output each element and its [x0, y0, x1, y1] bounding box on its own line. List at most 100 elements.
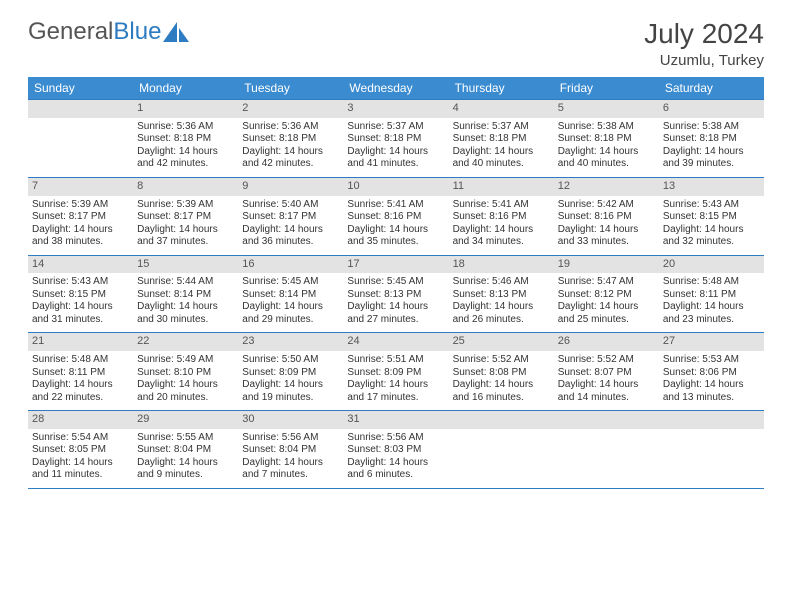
calendar-day-cell: 5Sunrise: 5:38 AMSunset: 8:18 PMDaylight… [554, 100, 659, 178]
calendar-day-cell: 21Sunrise: 5:48 AMSunset: 8:11 PMDayligh… [28, 333, 133, 411]
sunset-line: Sunset: 8:18 PM [663, 133, 760, 146]
daylight-line: Daylight: 14 hours and 16 minutes. [453, 379, 550, 404]
brand-part2: Blue [113, 18, 161, 46]
daylight-line: Daylight: 14 hours and 36 minutes. [242, 224, 339, 249]
calendar-week-row: 7Sunrise: 5:39 AMSunset: 8:17 PMDaylight… [28, 177, 764, 255]
sunrise-line: Sunrise: 5:39 AM [32, 199, 129, 212]
daylight-line: Daylight: 14 hours and 22 minutes. [32, 379, 129, 404]
day-body: Sunrise: 5:36 AMSunset: 8:18 PMDaylight:… [238, 118, 343, 177]
sunset-line: Sunset: 8:14 PM [242, 289, 339, 302]
calendar-empty-cell [554, 411, 659, 489]
day-number: 21 [28, 333, 133, 351]
day-body: Sunrise: 5:46 AMSunset: 8:13 PMDaylight:… [449, 273, 554, 332]
day-body: Sunrise: 5:56 AMSunset: 8:04 PMDaylight:… [238, 429, 343, 488]
daylight-line: Daylight: 14 hours and 14 minutes. [558, 379, 655, 404]
daylight-line: Daylight: 14 hours and 6 minutes. [347, 457, 444, 482]
calendar-week-row: 1Sunrise: 5:36 AMSunset: 8:18 PMDaylight… [28, 100, 764, 178]
sunset-line: Sunset: 8:17 PM [32, 211, 129, 224]
sunset-line: Sunset: 8:04 PM [137, 444, 234, 457]
daylight-line: Daylight: 14 hours and 9 minutes. [137, 457, 234, 482]
daylight-line: Daylight: 14 hours and 11 minutes. [32, 457, 129, 482]
sunrise-line: Sunrise: 5:42 AM [558, 199, 655, 212]
daylight-line: Daylight: 14 hours and 33 minutes. [558, 224, 655, 249]
weekday-header: Tuesday [238, 77, 343, 100]
sunrise-line: Sunrise: 5:36 AM [137, 121, 234, 134]
sunset-line: Sunset: 8:17 PM [242, 211, 339, 224]
sunset-line: Sunset: 8:16 PM [558, 211, 655, 224]
day-body: Sunrise: 5:48 AMSunset: 8:11 PMDaylight:… [28, 351, 133, 410]
day-number: 19 [554, 256, 659, 274]
calendar-day-cell: 16Sunrise: 5:45 AMSunset: 8:14 PMDayligh… [238, 255, 343, 333]
sunrise-line: Sunrise: 5:50 AM [242, 354, 339, 367]
day-number: 26 [554, 333, 659, 351]
day-body: Sunrise: 5:39 AMSunset: 8:17 PMDaylight:… [133, 196, 238, 255]
weekday-header: Saturday [659, 77, 764, 100]
day-body: Sunrise: 5:54 AMSunset: 8:05 PMDaylight:… [28, 429, 133, 488]
day-number: 31 [343, 411, 448, 429]
sunset-line: Sunset: 8:14 PM [137, 289, 234, 302]
day-body: Sunrise: 5:47 AMSunset: 8:12 PMDaylight:… [554, 273, 659, 332]
calendar-week-row: 14Sunrise: 5:43 AMSunset: 8:15 PMDayligh… [28, 255, 764, 333]
daylight-line: Daylight: 14 hours and 20 minutes. [137, 379, 234, 404]
daylight-line: Daylight: 14 hours and 41 minutes. [347, 146, 444, 171]
sunset-line: Sunset: 8:18 PM [242, 133, 339, 146]
sunset-line: Sunset: 8:16 PM [347, 211, 444, 224]
weekday-header: Wednesday [343, 77, 448, 100]
sunrise-line: Sunrise: 5:45 AM [242, 276, 339, 289]
sunrise-line: Sunrise: 5:48 AM [32, 354, 129, 367]
calendar-day-cell: 17Sunrise: 5:45 AMSunset: 8:13 PMDayligh… [343, 255, 448, 333]
calendar-day-cell: 14Sunrise: 5:43 AMSunset: 8:15 PMDayligh… [28, 255, 133, 333]
sunset-line: Sunset: 8:09 PM [242, 367, 339, 380]
calendar-day-cell: 31Sunrise: 5:56 AMSunset: 8:03 PMDayligh… [343, 411, 448, 489]
daylight-line: Daylight: 14 hours and 19 minutes. [242, 379, 339, 404]
daylight-line: Daylight: 14 hours and 37 minutes. [137, 224, 234, 249]
day-number: 13 [659, 178, 764, 196]
calendar-day-cell: 6Sunrise: 5:38 AMSunset: 8:18 PMDaylight… [659, 100, 764, 178]
sunrise-line: Sunrise: 5:44 AM [137, 276, 234, 289]
daylight-line: Daylight: 14 hours and 42 minutes. [242, 146, 339, 171]
day-body: Sunrise: 5:45 AMSunset: 8:13 PMDaylight:… [343, 273, 448, 332]
daylight-line: Daylight: 14 hours and 30 minutes. [137, 301, 234, 326]
daylight-line: Daylight: 14 hours and 40 minutes. [453, 146, 550, 171]
calendar-table: SundayMondayTuesdayWednesdayThursdayFrid… [28, 77, 764, 489]
day-number: 25 [449, 333, 554, 351]
day-number: 27 [659, 333, 764, 351]
day-body: Sunrise: 5:43 AMSunset: 8:15 PMDaylight:… [659, 196, 764, 255]
day-body: Sunrise: 5:52 AMSunset: 8:08 PMDaylight:… [449, 351, 554, 410]
day-number: 12 [554, 178, 659, 196]
sunrise-line: Sunrise: 5:45 AM [347, 276, 444, 289]
sunset-line: Sunset: 8:17 PM [137, 211, 234, 224]
day-number: 24 [343, 333, 448, 351]
calendar-day-cell: 7Sunrise: 5:39 AMSunset: 8:17 PMDaylight… [28, 177, 133, 255]
sunrise-line: Sunrise: 5:37 AM [453, 121, 550, 134]
calendar-day-cell: 25Sunrise: 5:52 AMSunset: 8:08 PMDayligh… [449, 333, 554, 411]
day-body: Sunrise: 5:41 AMSunset: 8:16 PMDaylight:… [449, 196, 554, 255]
day-number: 22 [133, 333, 238, 351]
sunrise-line: Sunrise: 5:38 AM [663, 121, 760, 134]
brand-part1: General [28, 18, 113, 46]
sunrise-line: Sunrise: 5:43 AM [663, 199, 760, 212]
day-body: Sunrise: 5:39 AMSunset: 8:17 PMDaylight:… [28, 196, 133, 255]
calendar-day-cell: 20Sunrise: 5:48 AMSunset: 8:11 PMDayligh… [659, 255, 764, 333]
location: Uzumlu, Turkey [644, 52, 764, 69]
daylight-line: Daylight: 14 hours and 34 minutes. [453, 224, 550, 249]
sunset-line: Sunset: 8:13 PM [453, 289, 550, 302]
day-body: Sunrise: 5:50 AMSunset: 8:09 PMDaylight:… [238, 351, 343, 410]
weekday-header: Friday [554, 77, 659, 100]
day-number: 28 [28, 411, 133, 429]
calendar-day-cell: 26Sunrise: 5:52 AMSunset: 8:07 PMDayligh… [554, 333, 659, 411]
calendar-week-row: 28Sunrise: 5:54 AMSunset: 8:05 PMDayligh… [28, 411, 764, 489]
daylight-line: Daylight: 14 hours and 39 minutes. [663, 146, 760, 171]
calendar-day-cell: 28Sunrise: 5:54 AMSunset: 8:05 PMDayligh… [28, 411, 133, 489]
sunset-line: Sunset: 8:18 PM [453, 133, 550, 146]
sunset-line: Sunset: 8:18 PM [137, 133, 234, 146]
sunrise-line: Sunrise: 5:41 AM [453, 199, 550, 212]
daylight-line: Daylight: 14 hours and 32 minutes. [663, 224, 760, 249]
sunrise-line: Sunrise: 5:41 AM [347, 199, 444, 212]
day-number: 8 [133, 178, 238, 196]
daylight-line: Daylight: 14 hours and 13 minutes. [663, 379, 760, 404]
day-body: Sunrise: 5:44 AMSunset: 8:14 PMDaylight:… [133, 273, 238, 332]
calendar-day-cell: 23Sunrise: 5:50 AMSunset: 8:09 PMDayligh… [238, 333, 343, 411]
daylight-line: Daylight: 14 hours and 25 minutes. [558, 301, 655, 326]
day-body: Sunrise: 5:36 AMSunset: 8:18 PMDaylight:… [133, 118, 238, 177]
